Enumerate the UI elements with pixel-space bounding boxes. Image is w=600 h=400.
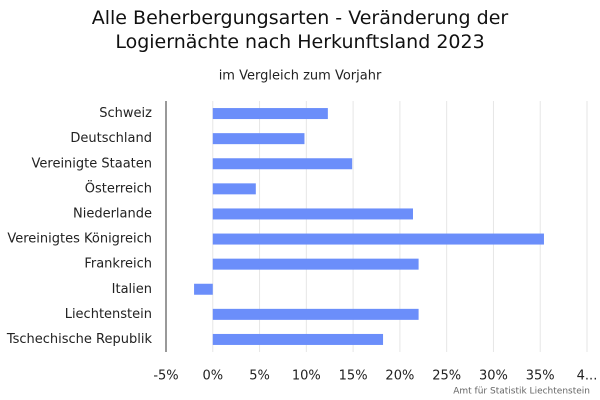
y-tick-label: Tschechische Republik xyxy=(6,332,153,347)
bar xyxy=(212,258,419,270)
y-tick-label: Liechtenstein xyxy=(65,307,152,322)
bar xyxy=(194,283,213,295)
y-tick-label: Schweiz xyxy=(99,106,152,121)
x-tick-label: 20% xyxy=(385,369,414,384)
x-tick-label: 0% xyxy=(202,369,223,384)
y-tick-label: Italien xyxy=(112,282,152,297)
y-tick-label: Niederlande xyxy=(73,206,152,221)
title-box: Alle Beherbergungsarten - Veränderung de… xyxy=(0,6,600,54)
x-tick-label: -5% xyxy=(153,369,178,384)
x-tick-label: 10% xyxy=(292,369,321,384)
x-tick-label: 4... xyxy=(577,369,598,384)
y-tick-label: Vereinigtes Königreich xyxy=(7,232,152,247)
bar xyxy=(212,133,305,145)
bar xyxy=(212,208,413,220)
bar xyxy=(212,183,256,195)
source: Amt für Statistik Liechtenstein xyxy=(453,387,590,397)
x-tick-label: 5% xyxy=(249,369,270,384)
x-tick-label: 30% xyxy=(479,369,508,384)
y-tick-label: Österreich xyxy=(85,179,152,196)
chart-title: Alle Beherbergungsarten - Veränderung de… xyxy=(91,7,509,53)
y-tick-label: Frankreich xyxy=(84,257,152,272)
x-tick-label: 35% xyxy=(526,369,555,384)
y-tick-label: Vereinigte Staaten xyxy=(32,156,153,171)
x-tick-label: 25% xyxy=(432,369,461,384)
bar xyxy=(212,333,384,345)
bar xyxy=(212,233,544,245)
y-tick-label: Deutschland xyxy=(70,131,152,146)
bar xyxy=(212,158,353,170)
bar xyxy=(212,308,419,320)
x-tick-label: 15% xyxy=(339,369,368,384)
chart-subtitle: im Vergleich zum Vorjahr xyxy=(219,69,382,84)
bar xyxy=(212,108,328,120)
